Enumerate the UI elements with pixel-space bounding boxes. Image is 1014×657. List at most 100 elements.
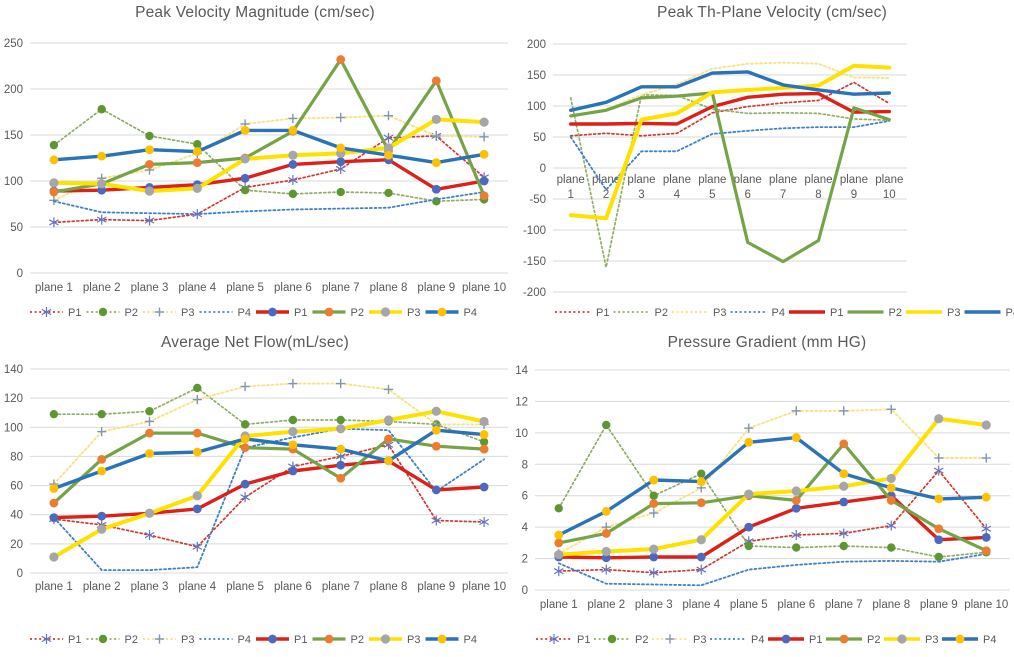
legend-label: P2 (125, 634, 138, 646)
legend-item-solid-P3[interactable]: P3 (369, 307, 420, 319)
series-dotted-P4 (53, 191, 486, 216)
svg-text:plane 5: plane 5 (226, 581, 264, 593)
svg-text:plane 4: plane 4 (682, 599, 720, 611)
legend-label: P1 (68, 634, 81, 646)
svg-text:plane 3: plane 3 (635, 599, 673, 611)
markers-solid-P4 (49, 425, 489, 493)
legend-item-solid-P1[interactable]: P1 (256, 307, 307, 319)
legend-item-dotted-P1[interactable]: P1 (30, 634, 81, 646)
series-solid-P4 (49, 425, 489, 493)
legend-label: P2 (351, 634, 364, 646)
y-axis-labels: 0 50 100 150 200 250 (4, 38, 23, 280)
svg-text:10: 10 (515, 428, 528, 440)
legend-item-solid-P2[interactable]: P2 (312, 634, 364, 646)
svg-text:4: 4 (522, 522, 529, 534)
chart-title-average-net-flow: Average Net Flow(mL/sec) (161, 334, 349, 351)
svg-text:150: 150 (527, 70, 546, 82)
legend-item-solid-P4[interactable]: P4 (425, 307, 477, 319)
legend-item-solid-P1[interactable]: P1 (768, 634, 822, 646)
series-solid-P3 (554, 414, 991, 560)
legend-item-solid-P1[interactable]: P1 (256, 634, 307, 646)
legend-item-dotted-P3[interactable]: P3 (652, 634, 706, 646)
svg-text:plane 6: plane 6 (274, 282, 312, 294)
svg-text:plane 8: plane 8 (370, 282, 408, 294)
legend-item-dotted-P3[interactable]: P3 (672, 307, 726, 319)
legend-item-dotted-P2[interactable]: P2 (613, 307, 668, 319)
svg-text:80: 80 (10, 451, 23, 463)
legend-item-dotted-P3[interactable]: P3 (143, 634, 194, 646)
legend-item-dotted-P4[interactable]: P4 (199, 307, 251, 319)
legend-item-solid-P3[interactable]: P3 (369, 634, 420, 646)
series-dotted-P4 (557, 552, 988, 587)
svg-text:plane 2: plane 2 (587, 599, 625, 611)
legend-item-solid-P2[interactable]: P2 (847, 307, 902, 319)
svg-text:250: 250 (4, 38, 23, 50)
legend-item-dotted-P2[interactable]: P2 (86, 634, 138, 646)
legend-label: P3 (181, 634, 194, 646)
series-solid-P2 (569, 91, 891, 264)
legend-label: P2 (125, 307, 138, 319)
svg-text:140: 140 (4, 364, 23, 376)
svg-text:plane 3: plane 3 (131, 282, 169, 294)
svg-text:0: 0 (17, 568, 23, 580)
legend-label: P3 (693, 634, 706, 646)
svg-text:plane 7: plane 7 (322, 282, 360, 294)
svg-text:50: 50 (533, 132, 546, 144)
legend-label: P2 (655, 307, 668, 319)
svg-text:plane 7: plane 7 (322, 581, 360, 593)
legend-label: P1 (577, 634, 590, 646)
svg-text:100: 100 (4, 176, 23, 188)
legend-label: P3 (181, 307, 194, 319)
x-axis-labels: plane 1 plane 2 plane 3 plane 4 plane 5 plane… (540, 599, 1008, 611)
svg-text:60: 60 (10, 481, 23, 493)
legend-item-dotted-P2[interactable]: P2 (86, 307, 138, 319)
legend: P1 P2 P3 P4 P1 P2 P3 P4 (30, 307, 477, 319)
chart-title-peak-th-plane-velocity: Peak Th-Plane Velocity (cm/sec) (657, 4, 887, 21)
y-axis-labels: -200 -150 -100 -50 0 50 100 150 200 (523, 39, 546, 299)
svg-text:plane 8: plane 8 (872, 599, 910, 611)
legend-item-dotted-P2[interactable]: P2 (594, 634, 648, 646)
svg-text:100: 100 (4, 422, 23, 434)
legend-item-solid-P4[interactable]: P4 (425, 634, 477, 646)
legend-item-solid-P2[interactable]: P2 (312, 307, 364, 319)
legend: P1 P2 P3 P4 P1 P2 P3 P4 (555, 307, 1014, 319)
legend-label: P4 (983, 634, 996, 646)
svg-text:plane 4: plane 4 (178, 282, 216, 294)
legend-item-solid-P4[interactable]: P4 (942, 634, 996, 646)
svg-text:150: 150 (4, 130, 23, 142)
svg-text:12: 12 (515, 396, 528, 408)
legend-item-solid-P3[interactable]: P3 (884, 634, 938, 646)
svg-text:plane 3: plane 3 (131, 581, 169, 593)
legend-item-dotted-P3[interactable]: P3 (143, 307, 194, 319)
legend-item-dotted-P4[interactable]: P4 (710, 634, 764, 646)
legend-label: P1 (809, 634, 822, 646)
legend-item-solid-P2[interactable]: P2 (826, 634, 880, 646)
svg-text:50: 50 (10, 222, 23, 234)
legend-item-dotted-P4[interactable]: P4 (730, 307, 785, 319)
legend-item-solid-P1[interactable]: P1 (789, 307, 843, 319)
legend-item-solid-P4[interactable]: P4 (964, 307, 1014, 319)
legend-item-dotted-P1[interactable]: P1 (30, 307, 81, 319)
legend-item-dotted-P4[interactable]: P4 (199, 634, 251, 646)
chart-panel-peak-th-plane-velocity[interactable]: -200 -150 -100 -50 0 50 100 150 200 plane 1 plane 2 p… (510, 0, 1014, 330)
legend-item-dotted-P1[interactable]: P1 (555, 307, 609, 319)
series-solid-P4 (569, 70, 891, 113)
svg-text:40: 40 (10, 510, 23, 522)
legend-label: P3 (407, 307, 420, 319)
svg-text:plane 1: plane 1 (35, 282, 73, 294)
series-solid-P4 (554, 433, 991, 540)
legend-item-dotted-P1[interactable]: P1 (536, 634, 590, 646)
legend-label: P1 (68, 307, 81, 319)
legend-item-solid-P3[interactable]: P3 (906, 307, 960, 319)
chart-panel-peak-velocity-magnitude[interactable]: 0 50 100 150 200 250 plane 1 plane 2 plane 3 plan… (0, 0, 510, 330)
legend-label: P3 (407, 634, 420, 646)
svg-text:-50: -50 (529, 194, 546, 206)
